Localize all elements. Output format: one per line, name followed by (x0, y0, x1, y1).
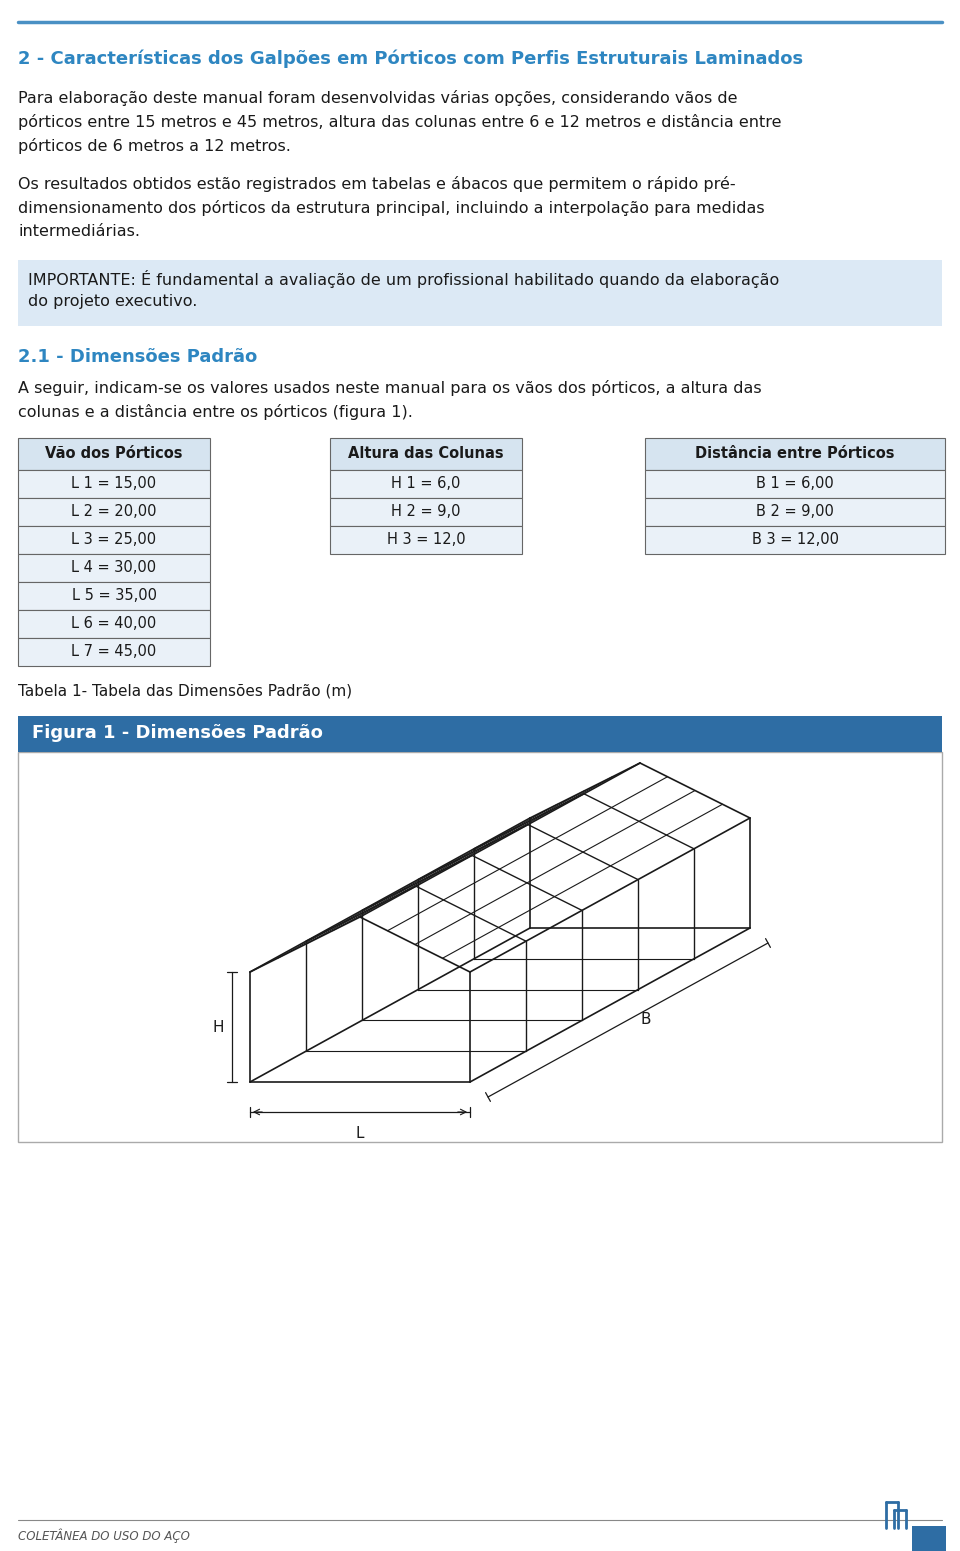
Bar (18, 526, 210, 554)
Bar (18, 717, 942, 752)
Text: Os resultados obtidos estão registrados em tabelas e ábacos que permitem o rápid: Os resultados obtidos estão registrados … (18, 175, 735, 192)
Text: Para elaboração deste manual foram desenvolvidas várias opções, considerando vão: Para elaboração deste manual foram desen… (18, 90, 737, 105)
Text: L 6 = 40,00: L 6 = 40,00 (71, 616, 156, 631)
Bar (645, 470, 945, 498)
Bar (18, 261, 942, 326)
Text: B 1 = 6,00: B 1 = 6,00 (756, 476, 834, 490)
Text: 2.1 - Dimensões Padrão: 2.1 - Dimensões Padrão (18, 347, 257, 366)
Bar (18, 582, 210, 610)
Text: H: H (212, 1019, 224, 1035)
Text: A seguir, indicam-se os valores usados neste manual para os vãos dos pórticos, a: A seguir, indicam-se os valores usados n… (18, 380, 761, 396)
Bar (18, 637, 210, 665)
Text: Tabela 1- Tabela das Dimensões Padrão (m): Tabela 1- Tabela das Dimensões Padrão (m… (18, 684, 352, 700)
Text: H 2 = 9,0: H 2 = 9,0 (392, 504, 461, 518)
Text: H 1 = 6,0: H 1 = 6,0 (392, 476, 461, 490)
Text: L 7 = 45,00: L 7 = 45,00 (71, 644, 156, 659)
Text: pórticos entre 15 metros e 45 metros, altura das colunas entre 6 e 12 metros e d: pórticos entre 15 metros e 45 metros, al… (18, 115, 781, 130)
Bar (18, 752, 942, 1142)
Text: L 3 = 25,00: L 3 = 25,00 (71, 532, 156, 546)
Text: intermediárias.: intermediárias. (18, 223, 140, 239)
Text: Altura das Colunas: Altura das Colunas (348, 445, 504, 461)
Text: COLETÂNEA DO USO DO AÇO: COLETÂNEA DO USO DO AÇO (18, 1529, 190, 1543)
Text: L 4 = 30,00: L 4 = 30,00 (71, 560, 156, 574)
Bar (18, 498, 210, 526)
Text: dimensionamento dos pórticos da estrutura principal, incluindo a interpolação pa: dimensionamento dos pórticos da estrutur… (18, 200, 764, 216)
Text: Vão dos Pórticos: Vão dos Pórticos (45, 445, 182, 461)
Bar (330, 437, 522, 470)
Text: L: L (356, 1126, 364, 1142)
Text: H 3 = 12,0: H 3 = 12,0 (387, 532, 466, 546)
Bar (645, 526, 945, 554)
Text: B 2 = 9,00: B 2 = 9,00 (756, 504, 834, 518)
Text: do projeto executivo.: do projeto executivo. (28, 295, 198, 309)
Bar (330, 526, 522, 554)
Text: L 1 = 15,00: L 1 = 15,00 (71, 476, 156, 490)
Bar (912, 1526, 946, 1551)
Bar (18, 554, 210, 582)
Bar (18, 610, 210, 637)
Bar (645, 437, 945, 470)
Text: B 3 = 12,00: B 3 = 12,00 (752, 532, 838, 546)
Bar (330, 470, 522, 498)
Text: colunas e a distância entre os pórticos (figura 1).: colunas e a distância entre os pórticos … (18, 403, 413, 420)
Text: L 5 = 35,00: L 5 = 35,00 (71, 588, 156, 602)
Text: B: B (640, 1013, 651, 1027)
Text: 15: 15 (919, 1532, 940, 1548)
Text: Figura 1 - Dimensões Padrão: Figura 1 - Dimensões Padrão (32, 724, 323, 741)
Bar (18, 437, 210, 470)
Bar (330, 498, 522, 526)
Text: L 2 = 20,00: L 2 = 20,00 (71, 504, 156, 518)
Bar (645, 498, 945, 526)
Bar (18, 470, 210, 498)
Text: IMPORTANTE: É fundamental a avaliação de um profissional habilitado quando da el: IMPORTANTE: É fundamental a avaliação de… (28, 270, 780, 288)
Text: 2 - Características dos Galpões em Pórticos com Perfis Estruturais Laminados: 2 - Características dos Galpões em Pórti… (18, 50, 804, 68)
Text: pórticos de 6 metros a 12 metros.: pórticos de 6 metros a 12 metros. (18, 138, 291, 154)
Text: Distância entre Pórticos: Distância entre Pórticos (695, 445, 895, 461)
